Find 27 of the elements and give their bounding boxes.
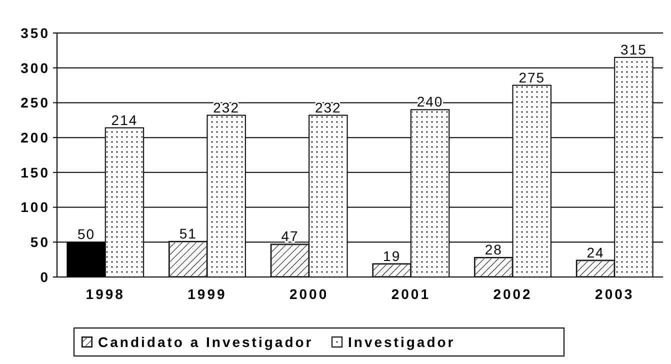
- data-label: 232: [314, 99, 342, 116]
- y-tick-label: 100: [20, 199, 50, 216]
- data-label: 47: [281, 228, 299, 244]
- data-label: 24: [586, 244, 604, 260]
- x-tick-label: 2000: [289, 286, 329, 302]
- data-label: 315: [620, 41, 647, 58]
- y-tick-label: 200: [20, 129, 50, 146]
- y-tick-label: 150: [20, 164, 50, 180]
- legend-label: Investigador: [348, 334, 456, 350]
- y-tick-label: 250: [20, 94, 50, 111]
- data-label: 19: [383, 248, 401, 264]
- y-tick-label: 350: [20, 24, 50, 41]
- data-label: 232: [213, 99, 240, 116]
- x-tick-label: 2001: [391, 286, 431, 302]
- x-tick-label: 2002: [493, 286, 532, 302]
- x-tick-label: 2003: [595, 286, 634, 302]
- y-tick-label: 50: [30, 234, 50, 250]
- data-label: 51: [179, 225, 197, 242]
- data-label: 50: [77, 226, 96, 242]
- data-label: 214: [111, 112, 138, 128]
- data-label: 275: [518, 69, 546, 86]
- y-tick-label: 0: [40, 268, 50, 285]
- legend-label: Candidato a Investigador: [98, 334, 314, 350]
- y-tick-label: 300: [20, 60, 50, 76]
- data-label: 28: [484, 241, 502, 258]
- x-tick-label: 1999: [188, 286, 227, 302]
- x-tick-label: 1998: [86, 286, 125, 302]
